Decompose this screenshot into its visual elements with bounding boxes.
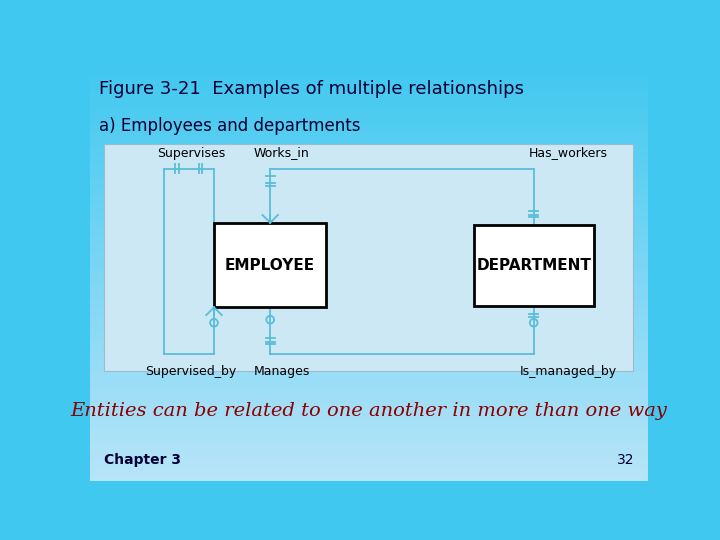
Bar <box>90 168 648 174</box>
Bar <box>90 241 648 247</box>
Text: Supervises: Supervises <box>157 146 225 159</box>
Bar <box>90 377 648 382</box>
Text: Figure 3-21  Examples of multiple relationships: Figure 3-21 Examples of multiple relatio… <box>99 80 524 98</box>
Text: Works_in: Works_in <box>254 146 310 159</box>
Text: Chapter 3: Chapter 3 <box>104 453 181 467</box>
Bar <box>90 267 648 273</box>
Bar <box>90 413 648 418</box>
Bar <box>90 325 648 330</box>
Bar <box>90 231 648 237</box>
Bar <box>90 465 648 470</box>
Bar <box>90 340 648 346</box>
Bar <box>90 226 648 231</box>
Bar <box>90 200 648 205</box>
Text: Supervised_by: Supervised_by <box>145 365 236 378</box>
Bar <box>90 132 648 138</box>
Bar <box>90 101 648 106</box>
Bar <box>90 127 648 132</box>
Text: Entities can be related to one another in more than one way: Entities can be related to one another i… <box>71 402 667 420</box>
Bar <box>90 314 648 320</box>
Bar <box>90 434 648 439</box>
Bar <box>214 222 326 307</box>
Bar <box>90 85 648 91</box>
Bar <box>90 247 648 252</box>
Bar <box>90 418 648 423</box>
Text: Is_managed_by: Is_managed_by <box>520 365 617 378</box>
Bar <box>90 158 648 164</box>
Bar <box>90 346 648 350</box>
Text: a) Employees and departments: a) Employees and departments <box>99 117 361 135</box>
Bar <box>90 80 648 85</box>
Bar <box>90 366 648 372</box>
Bar <box>90 320 648 325</box>
Bar <box>90 215 648 221</box>
Bar <box>474 225 594 306</box>
Bar <box>90 65 648 70</box>
Bar <box>90 70 648 75</box>
Text: EMPLOYEE: EMPLOYEE <box>225 258 315 273</box>
Bar <box>90 475 648 481</box>
Bar <box>90 262 648 267</box>
Bar <box>90 278 648 283</box>
Bar <box>90 444 648 449</box>
Bar <box>90 455 648 460</box>
Bar <box>90 148 648 153</box>
Bar <box>90 350 648 356</box>
Bar <box>90 138 648 143</box>
Bar <box>90 423 648 429</box>
Bar <box>90 387 648 392</box>
Bar <box>90 122 648 127</box>
Bar <box>90 335 648 340</box>
Bar <box>90 75 648 80</box>
Bar <box>90 460 648 465</box>
Bar <box>90 164 648 168</box>
Bar <box>90 257 648 262</box>
Bar <box>90 403 648 408</box>
Bar <box>90 153 648 158</box>
Bar <box>90 309 648 314</box>
Text: Manages: Manages <box>253 365 310 378</box>
Bar <box>90 372 648 377</box>
Bar <box>90 195 648 200</box>
Bar <box>90 273 648 278</box>
Bar <box>90 96 648 101</box>
Bar <box>90 91 648 96</box>
Bar <box>90 356 648 361</box>
Bar <box>90 283 648 288</box>
Bar <box>90 174 648 179</box>
Bar <box>90 408 648 413</box>
Bar <box>90 184 648 190</box>
Bar <box>90 190 648 195</box>
FancyBboxPatch shape <box>104 144 632 372</box>
Bar <box>90 106 648 112</box>
Bar <box>90 361 648 366</box>
Bar <box>90 470 648 475</box>
Bar <box>90 397 648 403</box>
Text: DEPARTMENT: DEPARTMENT <box>476 258 591 273</box>
Bar <box>90 117 648 122</box>
Bar <box>90 429 648 434</box>
Bar <box>90 221 648 226</box>
Bar <box>90 288 648 294</box>
Bar <box>90 439 648 444</box>
Bar <box>90 304 648 309</box>
Bar <box>90 449 648 455</box>
Text: 32: 32 <box>616 453 634 467</box>
Bar <box>90 112 648 117</box>
Bar <box>90 330 648 335</box>
Bar <box>90 211 648 215</box>
Bar <box>90 237 648 241</box>
Bar <box>90 299 648 304</box>
Bar <box>90 179 648 184</box>
Bar <box>90 382 648 387</box>
Bar <box>90 392 648 397</box>
Bar <box>90 205 648 211</box>
Bar <box>90 252 648 257</box>
Text: Has_workers: Has_workers <box>529 146 608 159</box>
Bar <box>90 143 648 148</box>
Bar <box>90 294 648 299</box>
